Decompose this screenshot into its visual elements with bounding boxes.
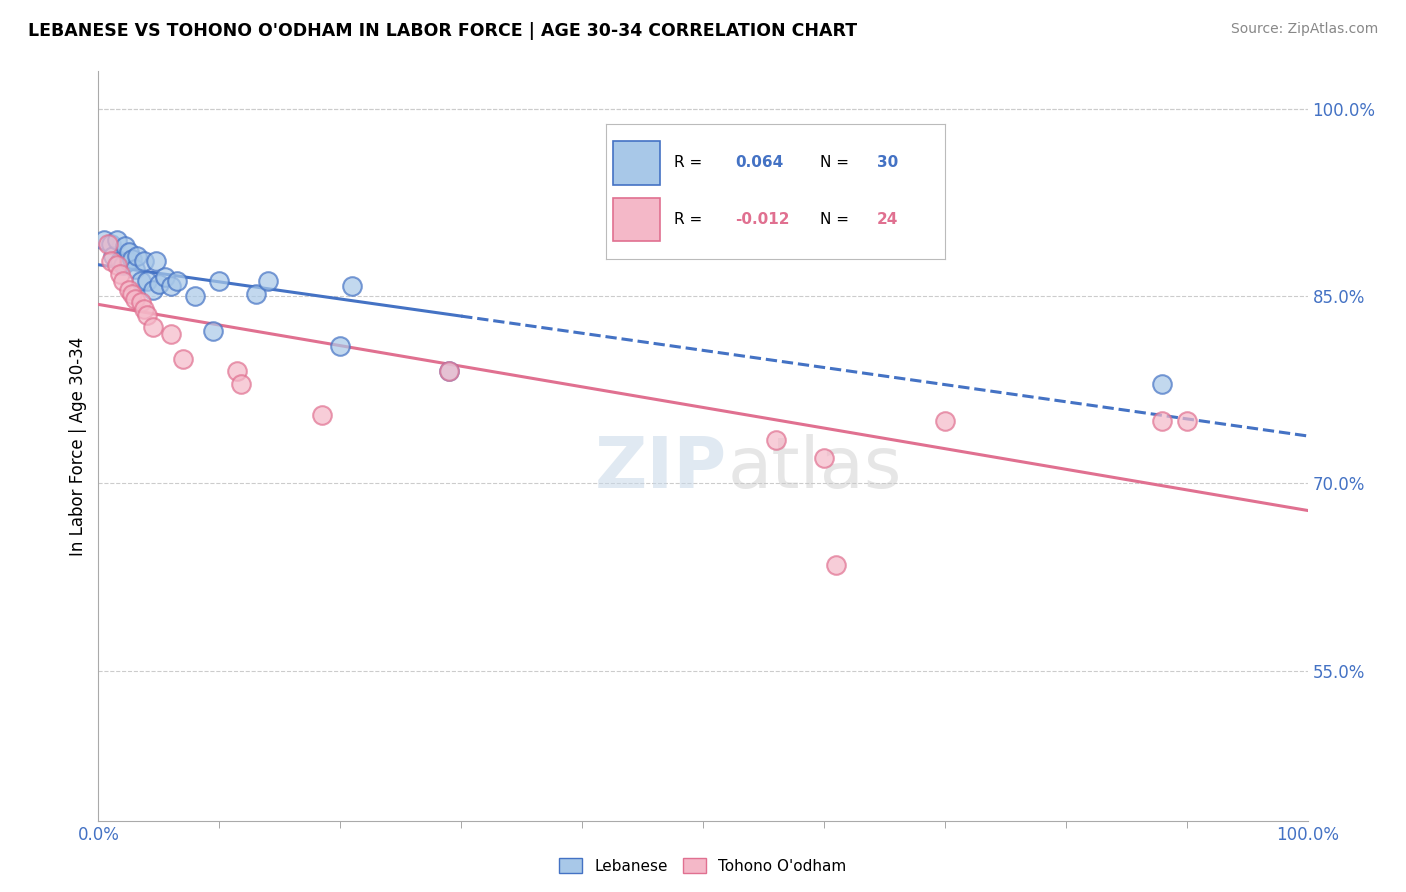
Point	[124, 261, 146, 276]
Point	[100, 254, 122, 268]
Point	[97, 236, 120, 251]
Point	[148, 277, 170, 291]
Point	[111, 274, 134, 288]
Point	[153, 270, 176, 285]
Point	[208, 274, 231, 288]
Point	[135, 274, 157, 288]
Point	[135, 308, 157, 322]
Point	[160, 279, 183, 293]
Point	[1152, 414, 1174, 428]
Point	[160, 326, 183, 341]
Text: ZIP: ZIP	[595, 434, 727, 503]
Legend: Lebanese, Tohono O'odham: Lebanese, Tohono O'odham	[553, 852, 853, 880]
Point	[118, 283, 141, 297]
Point	[101, 249, 124, 263]
Point	[145, 254, 167, 268]
Point	[825, 558, 848, 572]
Point	[124, 292, 146, 306]
Point	[134, 301, 156, 316]
Point	[105, 258, 128, 272]
Point	[813, 451, 835, 466]
Point	[226, 364, 249, 378]
Point	[329, 339, 352, 353]
Point	[184, 289, 207, 303]
Point	[118, 245, 141, 260]
Point	[311, 408, 333, 422]
Text: atlas: atlas	[727, 434, 901, 503]
Point	[108, 254, 131, 268]
Point	[111, 258, 134, 272]
Point	[129, 274, 152, 288]
Point	[256, 274, 278, 288]
Point	[100, 236, 122, 251]
Y-axis label: In Labor Force | Age 30-34: In Labor Force | Age 30-34	[69, 336, 87, 556]
Point	[437, 364, 460, 378]
Point	[142, 320, 165, 334]
Point	[127, 249, 149, 263]
Point	[934, 414, 956, 428]
Point	[129, 295, 152, 310]
Point	[202, 324, 225, 338]
Point	[1152, 376, 1174, 391]
Point	[342, 279, 364, 293]
Point	[229, 376, 252, 391]
Text: Source: ZipAtlas.com: Source: ZipAtlas.com	[1230, 22, 1378, 37]
Point	[121, 252, 143, 266]
Point	[166, 274, 188, 288]
Point	[437, 364, 460, 378]
Point	[118, 254, 141, 268]
Point	[245, 286, 267, 301]
Text: LEBANESE VS TOHONO O'ODHAM IN LABOR FORCE | AGE 30-34 CORRELATION CHART: LEBANESE VS TOHONO O'ODHAM IN LABOR FORC…	[28, 22, 858, 40]
Point	[108, 267, 131, 281]
Point	[134, 254, 156, 268]
Point	[105, 233, 128, 247]
Point	[765, 433, 787, 447]
Point	[93, 233, 115, 247]
Point	[1175, 414, 1198, 428]
Point	[172, 351, 194, 366]
Point	[121, 286, 143, 301]
Point	[142, 283, 165, 297]
Point	[114, 239, 136, 253]
